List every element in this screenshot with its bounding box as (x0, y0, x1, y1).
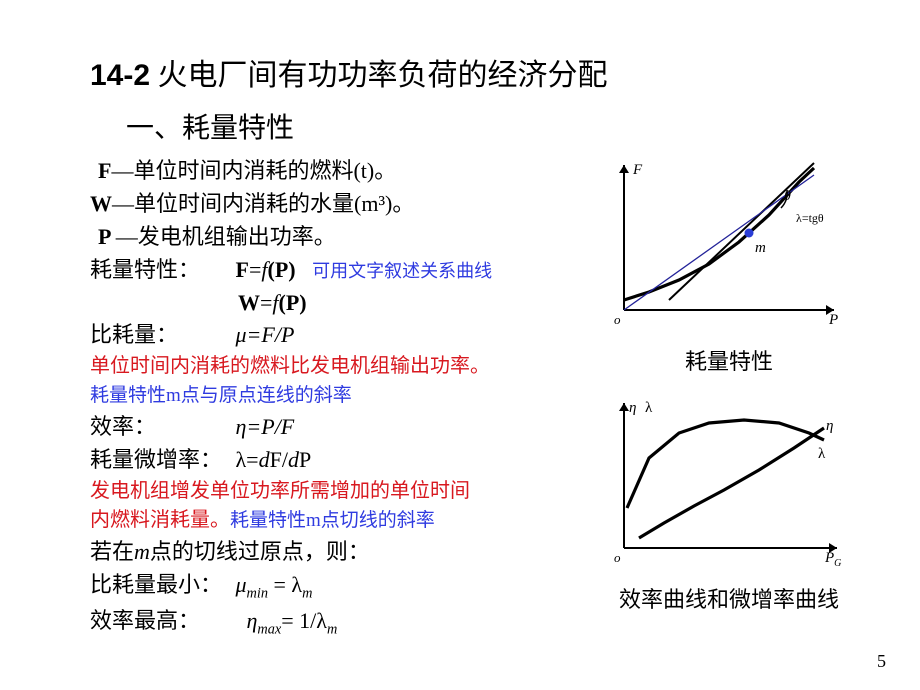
sym-F: F (98, 158, 111, 183)
page-number: 5 (877, 651, 886, 672)
sym-W: W (90, 191, 112, 216)
min-specific: 比耗量最小： μmin = λm (90, 569, 560, 604)
max-efficiency: 效率最高： ηmax= 1/λm (90, 605, 560, 640)
y-label2-eta: η (629, 400, 636, 416)
efficiency: 效率： η=P/F (90, 411, 560, 443)
label-hltx: 耗量特性： (90, 254, 230, 286)
min-mid: = λ (268, 572, 302, 597)
eta-curve (627, 420, 824, 508)
eq1-mid: = (249, 257, 261, 282)
y-arrow2-icon (619, 403, 629, 411)
txt-P: —发电机组输出功率。 (116, 224, 336, 249)
txt-W: —单位时间内消耗的水量(m³)。 (112, 191, 414, 216)
origin-label: o (614, 312, 621, 327)
chart-efficiency: η λ o PG η λ (609, 398, 849, 568)
incremental-rate-blue: 耗量特性m点切线的斜率 (230, 510, 435, 531)
y-label2-lambda: λ (645, 400, 653, 416)
x-label: P (828, 312, 838, 328)
content-row: F—单位时间内消耗的燃料(t)。 W—单位时间内消耗的水量(m³)。 P —发电… (90, 154, 880, 641)
y-label: F (632, 162, 643, 178)
section-heading: 14-2 火电厂间有功功率负荷的经济分配 (90, 50, 880, 94)
x-label2: PG (824, 550, 841, 568)
incremental-rate: 耗量微增率： λ=dF/dP (90, 444, 560, 476)
def-P: P —发电机组输出功率。 (90, 221, 560, 253)
text-column: F—单位时间内消耗的燃料(t)。 W—单位时间内消耗的水量(m³)。 P —发电… (90, 154, 560, 641)
eq-wzl: λ=dF/dP (236, 447, 312, 472)
m-label: m (755, 240, 766, 256)
section-title: 火电厂间有功功率负荷的经济分配 (158, 59, 608, 92)
consumption-characteristic: 耗量特性： F=f(P) 可用文字叙述关系曲线 (90, 254, 560, 286)
incremental-rate-note: 发电机组增发单位功率所需增加的单位时间 内燃料消耗量。耗量特性m点切线的斜率 (90, 477, 560, 535)
subsection-heading: 一、耗量特性 (126, 106, 880, 146)
tangent-line (669, 163, 814, 300)
tangent-condition: 若在m点的切线过原点，则： (90, 536, 560, 568)
specific-consumption-slope: 耗量特性m点与原点连线的斜率 (90, 382, 560, 410)
consumption-curve (624, 168, 814, 300)
chart-column: F P o θ λ=tgθ m 耗量特性 η λ o PG η λ (578, 154, 880, 641)
max-mid: = 1/λ (281, 608, 327, 633)
theta-label: θ (784, 189, 791, 204)
eq-eff: η=P/F (236, 414, 295, 439)
lambda-label: λ=tgθ (796, 211, 824, 225)
eq1-l: F (236, 257, 249, 282)
chart1-caption: 耗量特性 (685, 344, 773, 376)
max-sub: max (257, 621, 281, 637)
max-sub2: m (327, 621, 337, 637)
sym-P: P (98, 224, 116, 249)
min-sub: min (247, 585, 268, 601)
eq2-mid: = (260, 290, 272, 315)
txt-F: —单位时间内消耗的燃料(t)。 (111, 158, 396, 183)
chart2-caption: 效率曲线和微增率曲线 (619, 582, 839, 614)
def-F: F—单位时间内消耗的燃料(t)。 (90, 155, 560, 187)
section-number: 14-2 (90, 59, 150, 92)
eq2-l: W (238, 290, 260, 315)
eta-mark: η (826, 418, 833, 434)
consumption-characteristic-2: W=f(P) (90, 287, 560, 319)
y-arrow-icon (619, 165, 629, 173)
label-bhl: 比耗量： (90, 319, 230, 351)
m-point (745, 229, 754, 238)
min-sub2: m (302, 585, 312, 601)
lambda-mark: λ (818, 446, 826, 462)
origin-label2: o (614, 550, 621, 565)
eq2-r: (P) (279, 290, 307, 315)
def-W: W—单位时间内消耗的水量(m³)。 (90, 188, 560, 220)
label-max: 效率最高： (90, 605, 230, 637)
eq1-r: (P) (268, 257, 296, 282)
eq-bhl: μ=F/P (236, 322, 295, 347)
specific-consumption: 比耗量： μ=F/P (90, 319, 560, 351)
hltx-note: 可用文字叙述关系曲线 (312, 261, 492, 281)
specific-consumption-note: 单位时间内消耗的燃料比发电机组输出功率。 (90, 352, 560, 381)
chart-consumption: F P o θ λ=tgθ m (609, 160, 849, 330)
page-root: 14-2 火电厂间有功功率负荷的经济分配 一、耗量特性 F—单位时间内消耗的燃料… (0, 0, 920, 690)
label-wzl: 耗量微增率： (90, 444, 230, 476)
min-mu: μ (236, 572, 247, 597)
label-eff: 效率： (90, 411, 230, 443)
label-min: 比耗量最小： (90, 569, 230, 601)
max-eta: η (247, 608, 258, 633)
